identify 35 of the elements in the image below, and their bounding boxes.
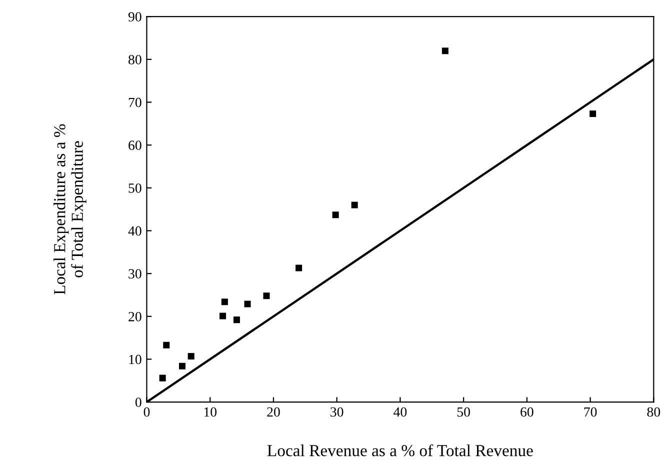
x-tick-label: 50 xyxy=(457,407,470,417)
y-tick-label: 70 xyxy=(128,98,142,108)
y-tick-label: 50 xyxy=(128,183,142,193)
x-tick-label: 40 xyxy=(394,407,407,417)
y-tick-label: 10 xyxy=(129,354,142,364)
x-tick-label: 70 xyxy=(584,407,597,417)
point xyxy=(220,312,226,320)
point xyxy=(296,264,302,272)
y-tick-label: 80 xyxy=(128,54,142,64)
point xyxy=(590,110,596,118)
x-tick-label: 20 xyxy=(267,407,280,417)
y-axis-title: Local Expenditure as a % of Total Expenditure xyxy=(54,124,86,294)
point xyxy=(244,300,251,308)
x-tick-label: 10 xyxy=(204,407,217,417)
y-tick-label: 0 xyxy=(135,398,142,408)
point xyxy=(178,362,186,370)
y-tick-label: 40 xyxy=(128,226,142,236)
y-tick-label: 60 xyxy=(128,140,142,150)
point xyxy=(163,342,170,348)
x-axis-title: Local Revenue as a % of Total Revenue xyxy=(267,444,533,456)
point xyxy=(188,352,194,360)
y-tick-label: 30 xyxy=(128,269,142,279)
point xyxy=(351,202,358,208)
point xyxy=(221,298,228,306)
y-tick-label: 20 xyxy=(128,312,142,322)
point xyxy=(442,48,448,54)
x-tick-label: 60 xyxy=(520,407,534,417)
x-tick-label: 30 xyxy=(330,407,344,417)
y-tick-label: 90 xyxy=(128,12,142,22)
point xyxy=(332,212,339,218)
point xyxy=(263,292,270,300)
x-tick-label: 80 xyxy=(647,407,660,417)
point xyxy=(233,316,240,324)
x-tick-label: 0 xyxy=(144,407,150,417)
point xyxy=(159,374,166,382)
